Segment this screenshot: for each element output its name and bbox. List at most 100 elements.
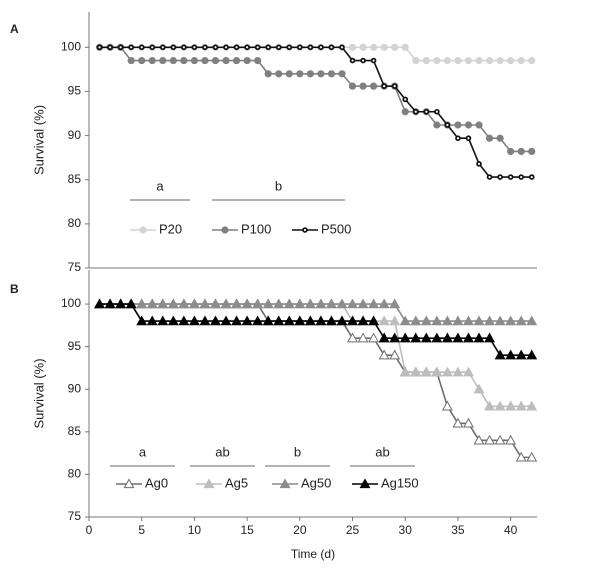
marker <box>441 400 453 411</box>
marker-center <box>425 110 428 113</box>
marker-center <box>119 46 122 49</box>
marker-center <box>151 46 154 49</box>
marker <box>347 298 358 309</box>
marker <box>494 400 506 411</box>
marker <box>410 366 422 377</box>
marker <box>357 332 369 343</box>
marker <box>285 70 293 78</box>
marker-center <box>499 175 502 179</box>
marker <box>389 298 401 309</box>
x-tick-label: 25 <box>346 523 360 537</box>
marker <box>526 400 538 411</box>
marker <box>485 134 494 142</box>
legend-marker <box>359 478 371 489</box>
marker <box>422 56 430 65</box>
y-tick-label: 85 <box>68 172 82 186</box>
marker <box>315 315 327 326</box>
marker <box>148 56 156 65</box>
marker-center <box>108 46 112 49</box>
marker <box>201 56 209 65</box>
legend-label: P100 <box>241 221 271 236</box>
marker <box>410 332 422 343</box>
legend-marker <box>279 478 291 489</box>
y-axis-label: Survival (%) <box>31 358 46 428</box>
marker <box>262 315 274 326</box>
marker <box>389 332 401 343</box>
marker <box>505 315 517 326</box>
marker <box>167 298 179 309</box>
marker <box>452 366 464 377</box>
marker <box>496 134 504 142</box>
marker <box>399 315 411 326</box>
marker <box>146 315 158 326</box>
marker <box>199 298 211 309</box>
y-tick-label: 90 <box>68 128 82 142</box>
marker-center <box>309 46 312 49</box>
marker-center <box>530 175 533 179</box>
marker <box>378 315 390 326</box>
marker <box>231 298 243 309</box>
x-tick-label: 0 <box>86 523 93 537</box>
marker <box>252 298 264 309</box>
marker-center <box>256 46 259 49</box>
marker <box>389 315 401 326</box>
marker <box>473 315 485 326</box>
marker <box>433 121 441 129</box>
marker <box>146 298 158 309</box>
marker-center <box>246 46 249 49</box>
marker-center <box>172 46 175 49</box>
marker-center <box>98 46 101 49</box>
legend-marker <box>139 226 147 234</box>
x-tick-label: 40 <box>504 523 518 537</box>
x-tick-label: 15 <box>240 523 254 537</box>
group-label: b <box>275 178 282 193</box>
y-tick-label: 80 <box>68 216 82 230</box>
marker <box>232 56 241 65</box>
marker <box>473 332 485 343</box>
marker <box>410 315 422 326</box>
marker <box>188 315 200 326</box>
marker <box>199 315 211 326</box>
marker <box>484 315 496 326</box>
marker-center <box>277 46 280 49</box>
marker <box>357 298 369 309</box>
marker <box>433 56 441 65</box>
marker <box>399 332 411 343</box>
marker <box>475 121 483 129</box>
marker <box>507 56 515 65</box>
marker <box>441 366 453 377</box>
marker <box>370 82 378 90</box>
marker <box>338 70 346 78</box>
marker <box>327 70 336 78</box>
y-tick-label: 75 <box>68 260 82 274</box>
marker <box>294 298 306 309</box>
marker <box>368 315 380 326</box>
marker <box>420 315 432 326</box>
marker <box>273 315 285 326</box>
marker-center <box>509 175 512 179</box>
marker <box>347 332 358 343</box>
marker <box>420 332 432 343</box>
marker <box>496 56 504 65</box>
marker <box>515 400 527 411</box>
marker <box>370 43 378 51</box>
marker <box>441 332 453 343</box>
marker <box>306 70 314 78</box>
marker-center <box>182 46 185 49</box>
marker <box>463 332 474 343</box>
marker <box>485 56 494 65</box>
marker <box>304 315 316 326</box>
marker <box>178 315 190 326</box>
series-line <box>99 46 532 178</box>
marker <box>505 400 517 411</box>
marker-center <box>224 46 228 49</box>
marker <box>380 43 388 51</box>
marker <box>454 56 462 65</box>
marker <box>368 332 380 343</box>
marker <box>515 349 527 360</box>
marker <box>220 298 232 309</box>
marker <box>526 315 538 326</box>
panel-label: B <box>10 282 19 296</box>
marker-center <box>435 110 438 113</box>
marker <box>348 43 357 51</box>
